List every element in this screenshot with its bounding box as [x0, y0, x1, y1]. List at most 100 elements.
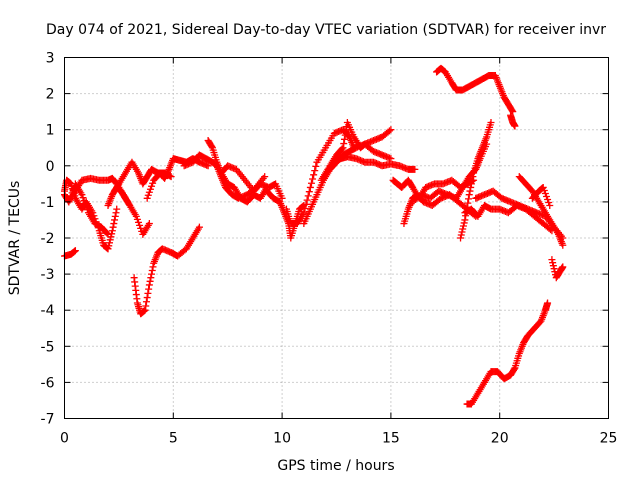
y-tick-label: 2	[46, 87, 55, 103]
data-point	[143, 194, 151, 202]
y-tick-label: -1	[41, 195, 55, 211]
data-point	[459, 222, 467, 230]
data-point	[303, 196, 311, 204]
data-point	[68, 189, 76, 197]
data-point	[469, 173, 477, 181]
data-point	[304, 192, 312, 200]
data-point	[311, 167, 319, 175]
series-trace-26	[433, 64, 517, 116]
data-point	[82, 203, 90, 211]
data-point	[508, 106, 516, 114]
series-trace-27	[507, 111, 519, 130]
data-point	[457, 231, 465, 239]
y-tick-label: -3	[41, 267, 55, 283]
data-point	[141, 306, 149, 314]
data-point	[546, 202, 554, 210]
series-trace-14	[300, 126, 395, 228]
data-point	[465, 191, 473, 199]
data-point	[559, 263, 567, 271]
y-tick-label: -4	[41, 303, 55, 319]
data-point	[146, 185, 154, 193]
data-point	[143, 294, 151, 302]
data-point	[142, 302, 150, 310]
data-point	[67, 192, 75, 200]
x-tick-label: 25	[600, 431, 618, 447]
y-tick-label: -7	[41, 412, 55, 428]
x-tick-label: 20	[491, 431, 509, 447]
data-point	[458, 228, 466, 236]
data-point	[466, 187, 474, 195]
data-point	[460, 219, 468, 227]
data-point	[387, 155, 395, 163]
data-point	[163, 168, 171, 176]
data-point	[148, 270, 156, 278]
data-point	[549, 262, 557, 270]
data-point	[550, 265, 558, 273]
series-trace-23	[515, 173, 567, 249]
data-point	[149, 263, 157, 271]
data-point	[541, 189, 549, 197]
data-point	[278, 194, 286, 202]
data-point	[111, 216, 119, 224]
data-point	[66, 195, 74, 203]
data-point	[104, 245, 112, 253]
data-point	[307, 179, 315, 187]
data-point	[136, 221, 144, 229]
data-point	[338, 145, 346, 153]
y-tick-label: -2	[41, 231, 55, 247]
data-point	[104, 230, 112, 238]
x-tick-label: 5	[169, 431, 178, 447]
data-point	[163, 170, 171, 178]
data-point	[109, 223, 117, 231]
x-tick-label: 10	[273, 431, 291, 447]
data-point	[71, 247, 79, 255]
data-point	[144, 289, 152, 297]
x-tick-label: 15	[382, 431, 400, 447]
data-point	[312, 162, 320, 170]
data-point	[511, 122, 519, 130]
data-point	[149, 179, 157, 187]
data-point	[103, 229, 111, 237]
series-trace-24	[528, 183, 554, 210]
data-point	[79, 194, 87, 202]
data-point	[161, 174, 169, 182]
data-point	[204, 162, 212, 170]
data-point	[106, 236, 114, 244]
data-point	[261, 173, 269, 181]
data-point	[148, 182, 156, 190]
x-axis-label: GPS time / hours	[277, 458, 394, 474]
data-point	[162, 171, 170, 179]
data-point	[105, 239, 113, 247]
data-point	[110, 220, 118, 228]
data-point	[302, 200, 310, 208]
data-point	[310, 171, 318, 179]
data-point	[146, 277, 154, 285]
series-trace-20	[457, 118, 495, 242]
data-point	[457, 234, 465, 242]
data-point	[509, 108, 517, 116]
data-point	[459, 225, 467, 233]
data-point	[340, 135, 348, 143]
data-point	[342, 127, 350, 135]
data-point	[134, 218, 142, 226]
data-point	[385, 127, 393, 135]
series-trace-28	[463, 299, 552, 408]
data-point	[465, 195, 473, 203]
data-point	[510, 365, 518, 373]
data-point	[148, 266, 156, 274]
data-point	[487, 118, 495, 126]
data-point	[108, 227, 116, 235]
data-point	[544, 299, 552, 307]
series-trace-7	[130, 223, 203, 318]
data-point	[339, 144, 347, 152]
y-tick-label: -5	[41, 339, 55, 355]
data-point	[145, 281, 153, 289]
data-point	[145, 188, 153, 196]
series-trace-25	[548, 256, 567, 282]
data-point	[549, 259, 557, 267]
data-point	[387, 126, 395, 134]
series-trace-16	[326, 118, 395, 170]
x-tick-label: 0	[60, 431, 69, 447]
data-point	[544, 195, 552, 203]
chart-title: Day 074 of 2021, Sidereal Day-to-day VTE…	[46, 22, 606, 38]
